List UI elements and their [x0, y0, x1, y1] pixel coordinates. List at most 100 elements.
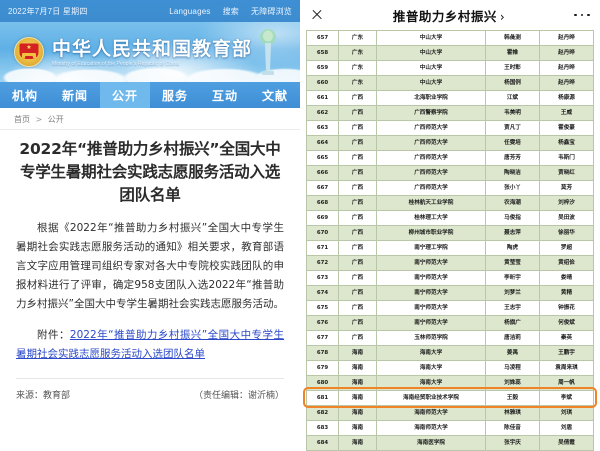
row-province: 海南: [338, 420, 377, 436]
attachment-link[interactable]: 2022年“推普助力乡村振兴”全国大中专学生暑期社会实践志愿服务活动入选团队名单: [16, 329, 284, 360]
nav-item-wenxian[interactable]: 文献: [261, 88, 288, 103]
row-name2: 黄精: [539, 285, 594, 301]
close-icon[interactable]: [310, 8, 324, 22]
row-org: 南宁师范大学: [376, 300, 486, 316]
site-nav: 机构 新闻 公开 服务 互动 文献: [0, 82, 300, 108]
article-editor: （责任编辑：谢沂楠）: [193, 391, 284, 401]
row-province: 广西: [338, 330, 377, 346]
row-id: 660: [306, 75, 339, 91]
row-org: 北海职业学院: [376, 90, 486, 106]
team-list-table: 657 广东 中山大学 韩彘测 赵丹晔 658 广东 中山大学 霍帷 赵丹晔 659 广东 中山大学 王时…: [306, 30, 594, 451]
row-province: 广西: [338, 240, 377, 256]
accessibility-link[interactable]: 无障碍浏览: [251, 6, 292, 16]
table-row: 681 海南 海南经贸职业技术学院 王毅 李斌: [306, 390, 594, 406]
row-id: 658: [306, 45, 339, 61]
row-name1: 贾凡丁: [485, 120, 540, 136]
more-options-icon[interactable]: [574, 13, 590, 17]
row-province: 广西: [338, 285, 377, 301]
row-org: 海南师范大学: [376, 420, 486, 436]
row-org: 广西师范大学: [376, 135, 486, 151]
topbar-date: 2022年7月7日 星期四: [8, 6, 88, 16]
row-name2: 赵丹晔: [539, 75, 594, 91]
row-id: 678: [306, 345, 339, 361]
row-name1: 刘姝蕊: [485, 375, 540, 391]
row-name2: 王威: [539, 105, 594, 121]
row-org: 海南大学: [376, 345, 486, 361]
row-id: 677: [306, 330, 339, 346]
row-name1: 韦美明: [485, 105, 540, 121]
row-name1: 农海潮: [485, 195, 540, 211]
row-id: 668: [306, 195, 339, 211]
row-id: 673: [306, 270, 339, 286]
row-org: 海南大学: [376, 360, 486, 376]
table-row: 671 广西 南宁理工学院 陶虎 罗超: [306, 240, 594, 256]
row-id: 657: [306, 30, 339, 46]
row-id: 674: [306, 285, 339, 301]
table-row: 666 广西 广西师范大学 陶晓洁 贾晓红: [306, 165, 594, 181]
row-province: 广东: [338, 60, 377, 76]
site-banner: ★ 中华人民共和国教育部 Ministry of Education of th…: [0, 22, 300, 82]
nav-item-jigou[interactable]: 机构: [11, 88, 38, 103]
table-row: 683 海南 海南师范大学 陈佳音 刘盾: [306, 420, 594, 436]
table-row: 675 广西 南宁师范大学 王志宇 钟振花: [306, 300, 594, 316]
row-org: 柳州城市职业学院: [376, 225, 486, 241]
cloud-decoration: [0, 62, 300, 82]
row-name1: 陶晓洁: [485, 165, 540, 181]
table-row: 665 广西 广西师范大学 唐芳芳 韦斯门: [306, 150, 594, 166]
attachment-line: 附件：2022年“推普助力乡村振兴”全国大中专学生暑期社会实践志愿服务活动入选团…: [16, 326, 284, 364]
site-title-en: Ministry of Education of the People's Re…: [52, 60, 180, 67]
wechat-title[interactable]: 推普助力乡村振兴 ›: [324, 6, 574, 25]
row-name2: 赵丹晔: [539, 60, 594, 76]
row-id: 676: [306, 315, 339, 331]
row-province: 海南: [338, 375, 377, 391]
row-org: 中山大学: [376, 75, 486, 91]
row-province: 海南: [338, 345, 377, 361]
row-name1: 霍帷: [485, 45, 540, 61]
row-id: 670: [306, 225, 339, 241]
row-name2: 刘琪: [539, 405, 594, 421]
row-name1: 张小丫: [485, 180, 540, 196]
row-org: 中山大学: [376, 30, 486, 46]
table-row: 670 广西 柳州城市职业学院 聂志萍 徐丽华: [306, 225, 594, 241]
breadcrumb-separator: >: [35, 115, 43, 124]
breadcrumb-current[interactable]: 公开: [47, 115, 64, 124]
table-row: 667 广西 广西师范大学 张小丫 莫芳: [306, 180, 594, 196]
row-name2: 秦英: [539, 330, 594, 346]
page-title: 2022年“推普助力乡村振兴”全国大中专学生暑期社会实践志愿服务活动入选团队名单: [19, 140, 281, 204]
row-name2: 王鹏宇: [539, 345, 594, 361]
row-province: 广西: [338, 255, 377, 271]
row-province: 海南: [338, 405, 377, 421]
row-name2: 吴田波: [539, 210, 594, 226]
table-row: 659 广东 中山大学 王时彰 赵丹晔: [306, 60, 594, 76]
row-name1: 王时彰: [485, 60, 540, 76]
row-name1: 任雯培: [485, 135, 540, 151]
article-paragraph: 根据《2022年“推普助力乡村振兴”全国大中专学生暑期社会实践志愿服务活动的通知…: [16, 222, 284, 310]
row-id: 684: [306, 435, 339, 451]
row-id: 669: [306, 210, 339, 226]
breadcrumb-home[interactable]: 首页: [14, 115, 30, 124]
table-row: 680 海南 海南大学 刘姝蕊 周一帆: [306, 375, 594, 391]
article: 2022年“推普助力乡村振兴”全国大中专学生暑期社会实践志愿服务活动入选团队名单…: [0, 130, 300, 364]
torch-monument-icon: [260, 29, 276, 75]
table-row: 678 海南 海南大学 姜禹 王鹏宇: [306, 345, 594, 361]
row-name2: 周一帆: [539, 375, 594, 391]
more-dot-2: [580, 13, 584, 17]
search-link[interactable]: 搜索: [222, 6, 239, 16]
row-name2: 李斌: [539, 390, 594, 406]
row-province: 广西: [338, 120, 377, 136]
table-row: 660 广东 中山大学 杨国例 赵丹晔: [306, 75, 594, 91]
row-org: 南宁师范大学: [376, 255, 486, 271]
article-source: 来源：教育部: [16, 391, 71, 401]
nav-item-fuwu[interactable]: 服务: [161, 88, 188, 103]
row-org: 南宁师范大学: [376, 270, 486, 286]
table-row: 676 广西 南宁师范大学 杨旗广 何俊斌: [306, 315, 594, 331]
row-org: 南宁理工学院: [376, 240, 486, 256]
nav-item-gongkai[interactable]: 公开: [100, 82, 150, 108]
languages-link[interactable]: Languages: [169, 6, 211, 16]
row-org: 广西师范大学: [376, 120, 486, 136]
nav-item-xinwen[interactable]: 新闻: [61, 88, 88, 103]
row-name1: 聂志萍: [485, 225, 540, 241]
nav-item-hudong[interactable]: 互动: [211, 88, 238, 103]
row-id: 667: [306, 180, 339, 196]
row-id: 682: [306, 405, 339, 421]
